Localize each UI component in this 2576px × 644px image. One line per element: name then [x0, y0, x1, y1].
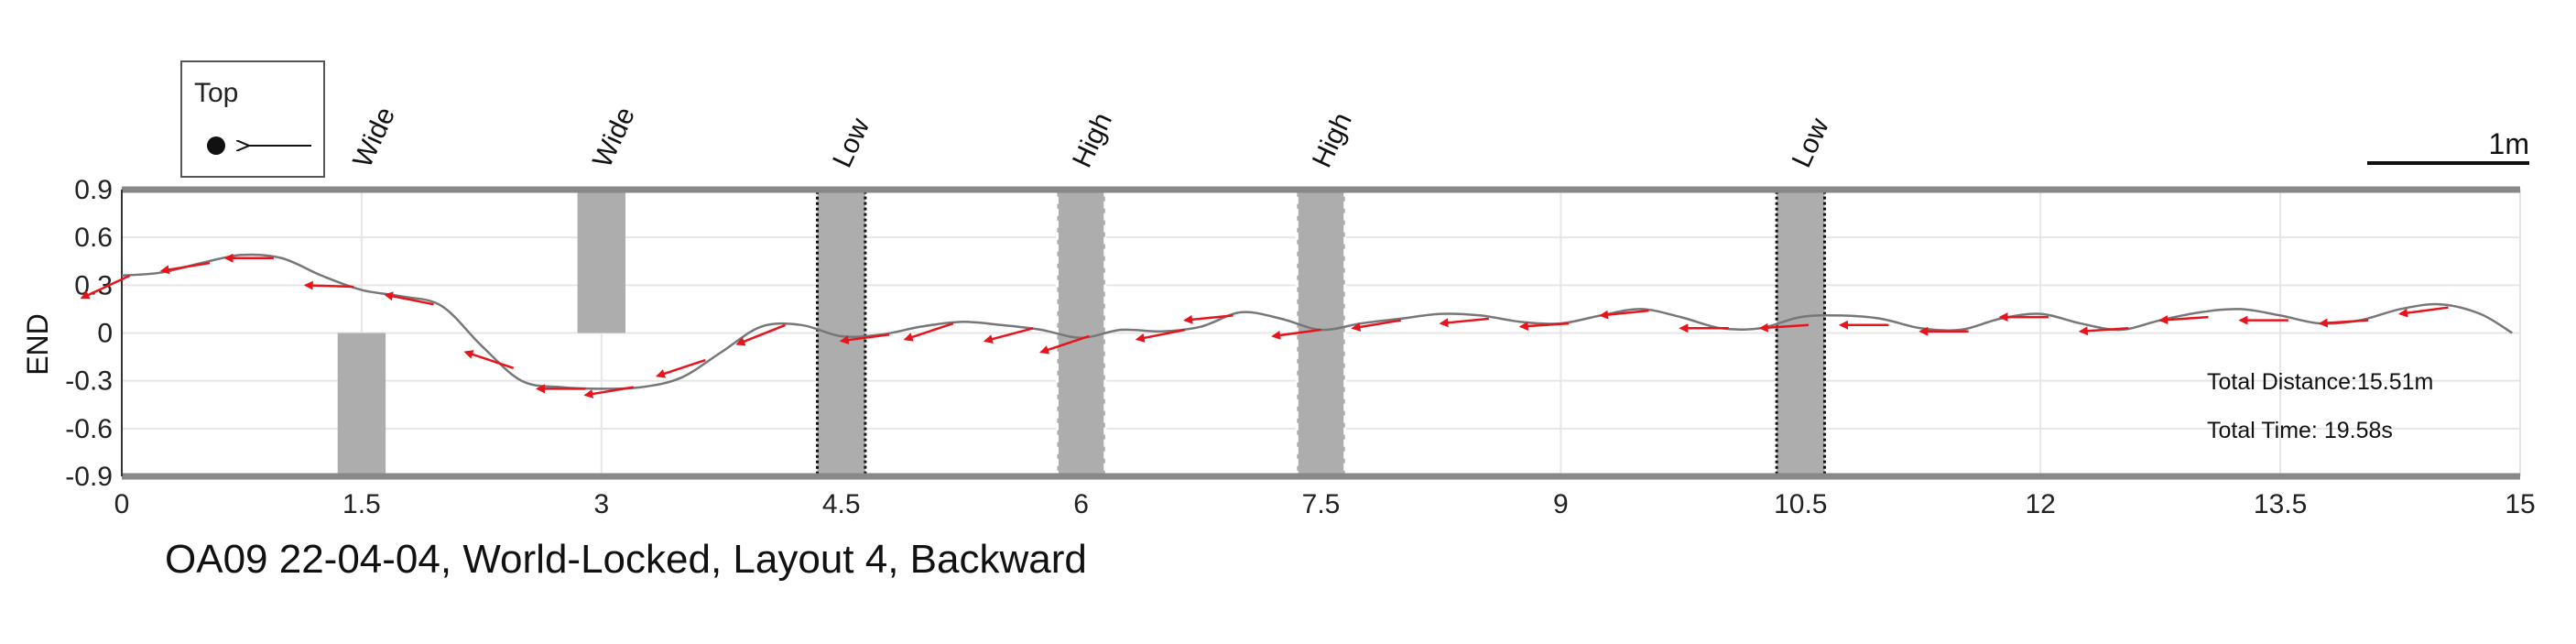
heading-arrow [384, 291, 434, 306]
obstacle-wide [577, 190, 625, 333]
x-tick-label: 13.5 [2254, 489, 2307, 519]
legend: Top [180, 60, 325, 178]
obstacle-label-layer: Wide Wide Low High High Low [347, 103, 1835, 172]
heading-arrow [1758, 322, 1810, 333]
total-distance-label: Total Distance:15.51m [2207, 369, 2433, 395]
heading-arrow [1439, 317, 1489, 328]
heading-arrow [983, 327, 1034, 344]
obstacle-label-wide: Wide [347, 103, 401, 172]
axes: 0 1.5 3 4.5 6 7.5 9 10.5 12 13.5 150.90.60.30-0.3-… [65, 175, 2535, 519]
heading-arrow-layer [80, 253, 2449, 398]
x-tick-label: 0 [114, 489, 130, 519]
obstacle-label-low: Low [1787, 114, 1835, 172]
heading-arrow [1039, 334, 1090, 355]
heading-arrow [159, 261, 211, 275]
legend-title: Top [194, 78, 238, 108]
obstacle-label-low: Low [827, 114, 875, 172]
heading-arrow [656, 358, 706, 378]
heading-arrow [2318, 318, 2369, 328]
y-tick-label: -0.6 [65, 414, 113, 444]
heading-arrow [1351, 319, 1402, 332]
obstacle-high [1055, 188, 1107, 478]
heading-arrow [1135, 328, 1186, 343]
heading-arrow [463, 350, 515, 369]
heading-arrow [1183, 314, 1234, 324]
y-tick-label: -0.9 [65, 462, 113, 492]
obstacle-wide [337, 333, 386, 476]
heading-arrow [583, 386, 634, 398]
y-axis-label: END [21, 313, 54, 376]
y-tick-label: 0.9 [74, 175, 113, 205]
x-tick-label: 15 [2505, 489, 2535, 519]
obstacle-label-high: High [1067, 108, 1118, 172]
obstacle-label-wide: Wide [587, 103, 641, 172]
x-tick-label: 9 [1553, 489, 1569, 519]
heading-arrow [2398, 306, 2449, 318]
heading-arrow [735, 323, 787, 346]
obstacle-label-high: High [1307, 108, 1358, 172]
x-tick-label: 10.5 [1774, 489, 1827, 519]
x-tick-label: 12 [2026, 489, 2056, 519]
y-tick-label: 0 [97, 319, 113, 349]
heading-arrow [839, 333, 890, 345]
obstacle-low [1775, 188, 1826, 478]
x-tick-label: 3 [593, 489, 609, 519]
legend-box [180, 60, 325, 178]
x-tick-label: 4.5 [822, 489, 861, 519]
obstacle-low [816, 188, 867, 478]
scale-bar-label: 1m [2489, 127, 2529, 160]
chart-title: OA09 22-04-04, World-Locked, Layout 4, B… [165, 537, 1087, 582]
heading-arrow [1271, 328, 1321, 340]
heading-arrow [1518, 322, 1570, 332]
y-tick-label: 0.6 [74, 223, 113, 253]
heading-arrow [903, 322, 954, 342]
heading-arrow [80, 274, 131, 300]
scale-bar: 1m [2367, 127, 2529, 165]
heading-arrow [2158, 315, 2209, 325]
x-tick-label: 6 [1073, 489, 1089, 519]
legend-walker-icon [207, 136, 225, 155]
heading-arrow [2078, 326, 2129, 336]
x-tick-label: 7.5 [1302, 489, 1341, 519]
heading-arrow [1599, 309, 1649, 320]
heading-arrow [303, 280, 354, 290]
y-tick-label: -0.3 [65, 366, 113, 397]
x-tick-label: 1.5 [342, 489, 381, 519]
total-time-label: Total Time: 19.58s [2207, 418, 2393, 443]
